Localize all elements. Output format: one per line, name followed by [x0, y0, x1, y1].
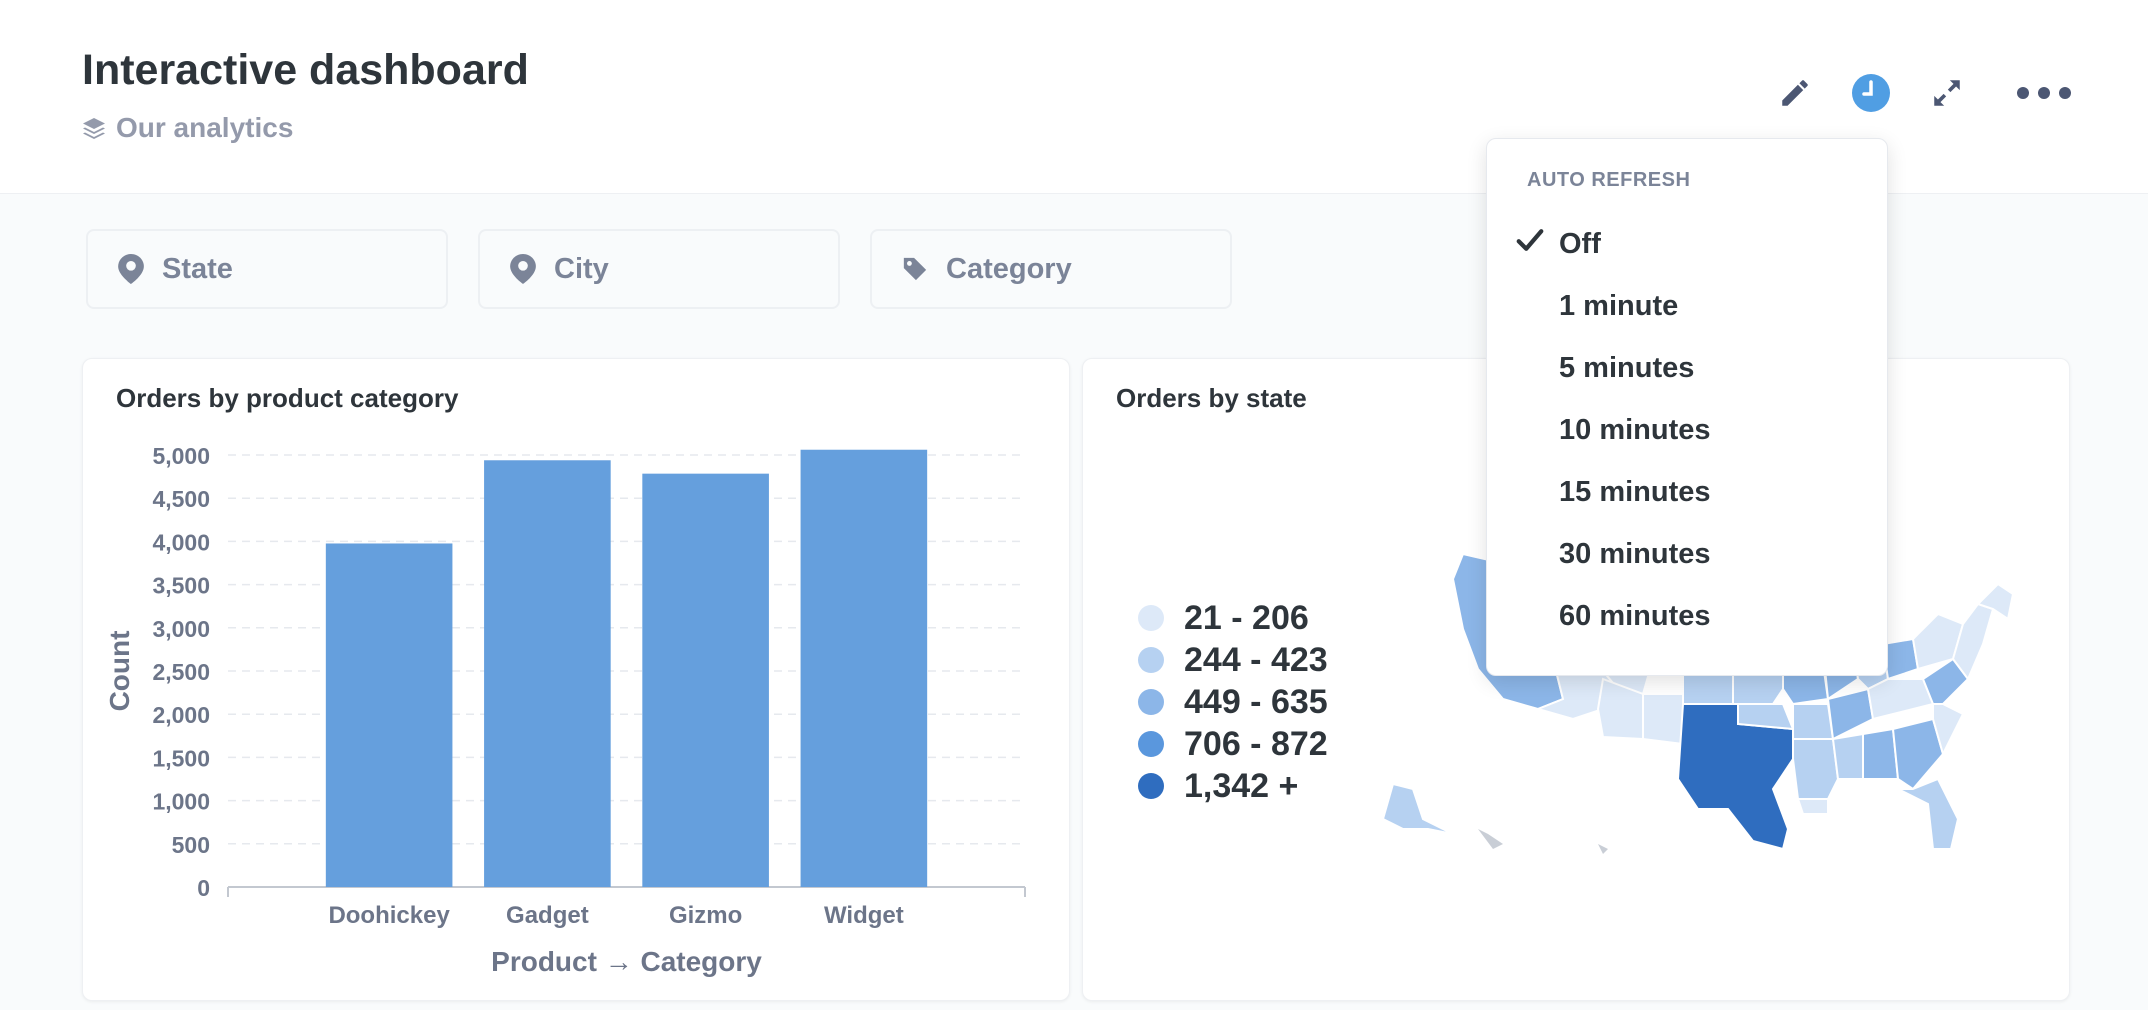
- y-tick-label: 4,000: [152, 529, 210, 555]
- legend-item: 244 - 423: [1138, 639, 1328, 681]
- expand-icon: [1934, 80, 1960, 106]
- auto-refresh-menu: AUTO REFRESH Off 1 minute 5 minutes 10 m…: [1486, 138, 1888, 676]
- y-tick-label: 2,500: [152, 659, 210, 685]
- legend-swatch: [1138, 773, 1164, 799]
- map-legend: 21 - 206 244 - 423 449 - 635 706 - 872 1…: [1138, 597, 1328, 807]
- y-tick-label: 1,000: [152, 789, 210, 815]
- y-tick-label: 3,500: [152, 573, 210, 599]
- category-filter-label: Category: [946, 252, 1072, 285]
- y-tick-label: 1,500: [152, 745, 210, 771]
- refresh-option-10-minutes[interactable]: 10 minutes: [1559, 413, 1711, 446]
- fullscreen-button[interactable]: [1924, 70, 1970, 116]
- x-tick-label: Gizmo: [669, 902, 742, 929]
- legend-label: 21 - 206: [1184, 598, 1309, 637]
- bar-widget: [800, 449, 928, 887]
- legend-item: 449 - 635: [1138, 681, 1328, 723]
- auto-refresh-button[interactable]: [1848, 70, 1894, 116]
- auto-refresh-heading: AUTO REFRESH: [1527, 169, 1691, 191]
- legend-item: 1,342 +: [1138, 765, 1328, 807]
- y-tick-label: 4,500: [152, 486, 210, 512]
- dashboard-header: Interactive dashboard Our analytics: [0, 0, 2148, 194]
- refresh-option-15-minutes[interactable]: 15 minutes: [1559, 475, 1711, 508]
- edit-dashboard-button[interactable]: [1772, 70, 1818, 116]
- more-icon: [2017, 87, 2071, 99]
- refresh-option-off[interactable]: Off: [1559, 227, 1601, 260]
- more-options-button[interactable]: [2014, 70, 2074, 116]
- refresh-option-30-minutes[interactable]: 30 minutes: [1559, 537, 1711, 570]
- legend-label: 244 - 423: [1184, 640, 1328, 679]
- y-tick-label: 3,000: [152, 616, 210, 642]
- collection-stack-icon: [83, 118, 105, 139]
- y-tick-label: 2,000: [152, 702, 210, 728]
- legend-label: 1,342 +: [1184, 766, 1299, 805]
- dashboard-title[interactable]: Interactive dashboard: [82, 46, 529, 94]
- tag-icon: [903, 257, 927, 281]
- y-tick-label: 5,000: [152, 443, 210, 469]
- pencil-icon: [1782, 80, 1808, 106]
- orders-by-category-card[interactable]: Orders by product category 0 500 1,000 1,50…: [82, 358, 1070, 1001]
- legend-swatch: [1138, 731, 1164, 757]
- y-tick-label: 0: [197, 875, 210, 901]
- state-filter-label: State: [162, 252, 233, 285]
- x-tick-label: Doohickey: [328, 902, 450, 929]
- legend-item: 706 - 872: [1138, 723, 1328, 765]
- bar-doohickey: [325, 543, 453, 887]
- city-filter[interactable]: City: [478, 229, 840, 309]
- y-axis-title: Count: [104, 631, 135, 712]
- x-tick-label: Widget: [824, 902, 904, 929]
- clock-icon: [1852, 74, 1890, 112]
- legend-label: 449 - 635: [1184, 682, 1328, 721]
- checkmark-icon: [1516, 229, 1544, 251]
- legend-item: 21 - 206: [1138, 597, 1328, 639]
- city-filter-label: City: [554, 252, 609, 285]
- bar-chart: 0 500 1,000 1,500 2,000 2,500 3,000 3,500 4,000 4…: [104, 443, 1026, 977]
- location-pin-icon: [510, 254, 536, 284]
- bar-gizmo: [642, 473, 769, 887]
- bar-gadget: [484, 460, 611, 887]
- bar-card-title[interactable]: Orders by product category: [116, 383, 459, 413]
- legend-swatch: [1138, 605, 1164, 631]
- location-pin-icon: [118, 254, 144, 284]
- category-filter[interactable]: Category: [870, 229, 1232, 309]
- x-tick-label: Gadget: [506, 902, 589, 929]
- state-filter[interactable]: State: [86, 229, 448, 309]
- legend-label: 706 - 872: [1184, 724, 1328, 763]
- refresh-option-1-minute[interactable]: 1 minute: [1559, 289, 1679, 322]
- collection-breadcrumb[interactable]: Our analytics: [82, 112, 293, 144]
- map-card-title[interactable]: Orders by state: [1116, 383, 1307, 413]
- y-tick-label: 500: [172, 832, 210, 858]
- refresh-option-60-minutes[interactable]: 60 minutes: [1559, 599, 1711, 632]
- legend-swatch: [1138, 647, 1164, 673]
- collection-name: Our analytics: [116, 112, 294, 143]
- x-axis-title: Product → Category: [491, 946, 762, 977]
- legend-swatch: [1138, 689, 1164, 715]
- refresh-option-5-minutes[interactable]: 5 minutes: [1559, 351, 1695, 384]
